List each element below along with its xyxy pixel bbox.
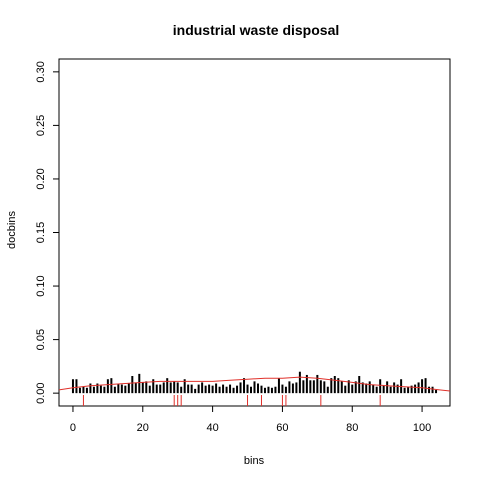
x-tick-label: 80 [346, 422, 358, 434]
y-tick-label: 0.30 [35, 61, 47, 82]
y-tick-label: 0.00 [35, 382, 47, 403]
chart-title: industrial waste disposal [173, 22, 340, 38]
y-tick-label: 0.05 [35, 329, 47, 350]
x-tick-label: 40 [206, 422, 218, 434]
y-tick-label: 0.20 [35, 168, 47, 189]
y-axis-label: docbins [6, 211, 18, 249]
x-tick-label: 0 [70, 422, 76, 434]
y-tick-label: 0.25 [35, 115, 47, 136]
x-axis-label: bins [244, 455, 265, 467]
y-tick-label: 0.10 [35, 275, 47, 296]
x-tick-label: 20 [137, 422, 149, 434]
y-tick-label: 0.15 [35, 222, 47, 243]
x-tick-label: 60 [276, 422, 288, 434]
x-tick-label: 100 [413, 422, 431, 434]
